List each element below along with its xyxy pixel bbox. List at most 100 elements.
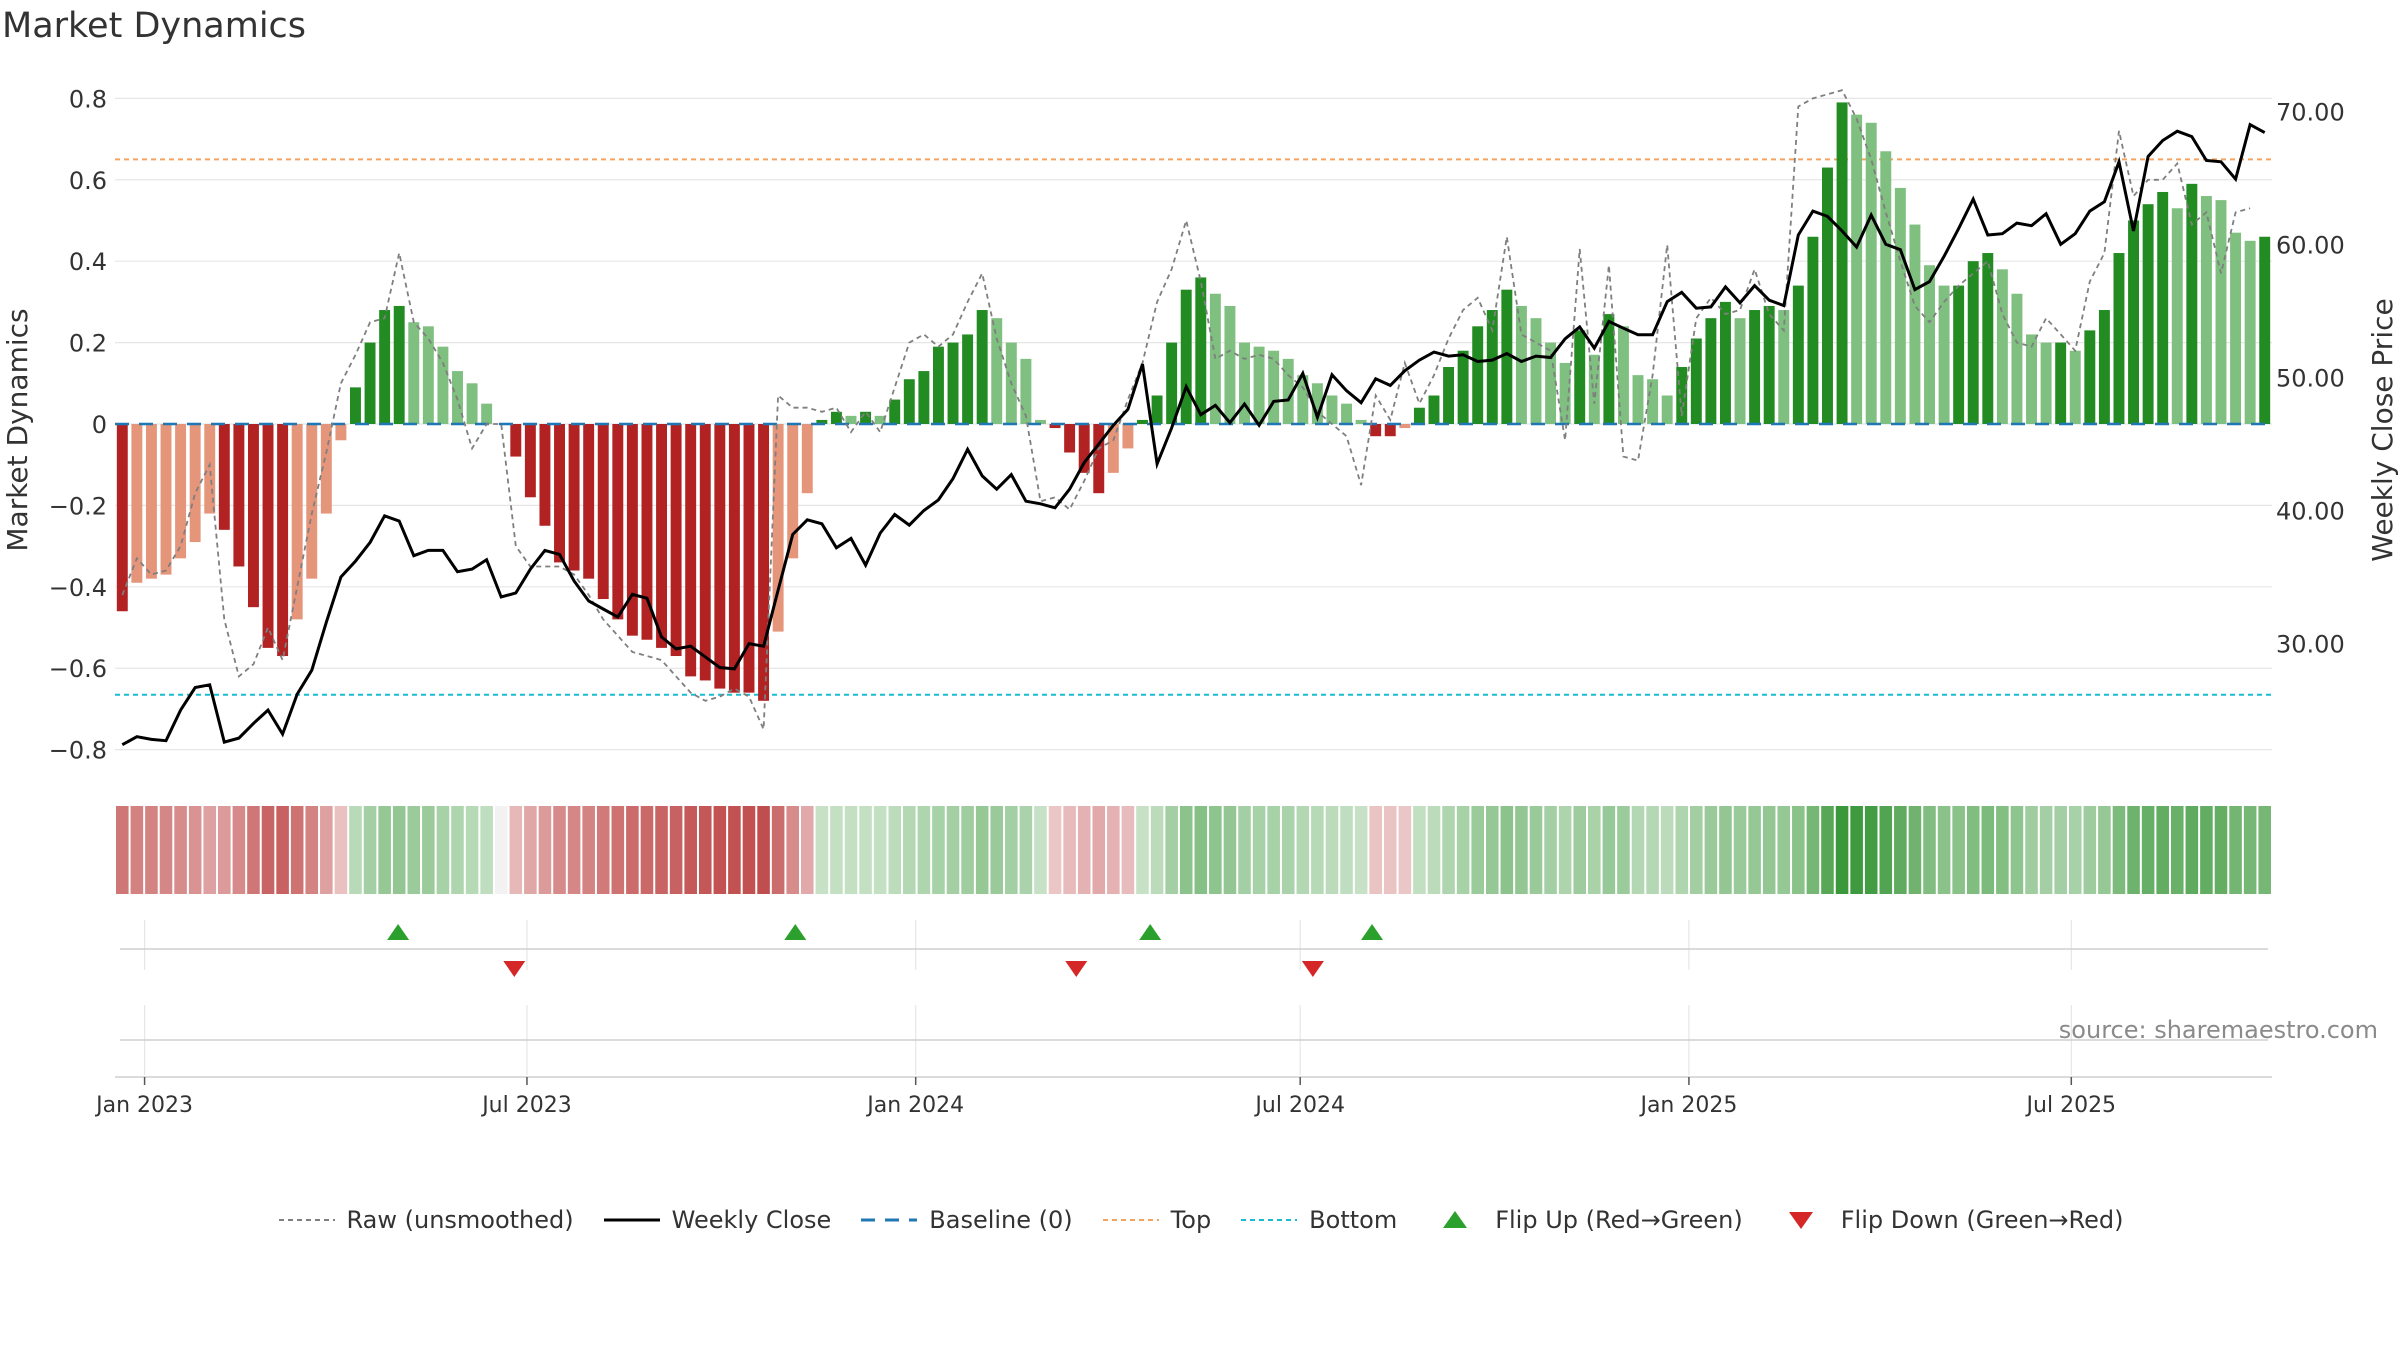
strip-cell bbox=[1617, 806, 1630, 894]
bar bbox=[1064, 424, 1076, 453]
strip-cell bbox=[480, 806, 493, 894]
strip-cell bbox=[174, 806, 187, 894]
strip-cell bbox=[698, 806, 712, 894]
bar bbox=[1676, 367, 1688, 424]
strip-cell bbox=[1165, 806, 1178, 894]
bar bbox=[1078, 424, 1090, 473]
strip-cell bbox=[1573, 806, 1587, 894]
bar bbox=[233, 424, 245, 567]
strip-cell bbox=[1325, 806, 1339, 894]
strip-cell bbox=[116, 806, 129, 894]
bar bbox=[1137, 419, 1148, 424]
strip-cell bbox=[2170, 806, 2184, 894]
legend-item: Baseline (0) bbox=[859, 1206, 1073, 1234]
strip-cell bbox=[1646, 806, 1659, 894]
bar bbox=[1617, 326, 1629, 424]
strip-cell bbox=[465, 806, 479, 894]
bar bbox=[1851, 114, 1863, 425]
bar bbox=[291, 424, 303, 620]
x-tick-label: Jan 2025 bbox=[1638, 1093, 1737, 1118]
strip-cell bbox=[1748, 806, 1761, 894]
smoothed-bars bbox=[115, 102, 2272, 701]
x-tick-label: Jul 2023 bbox=[480, 1093, 572, 1118]
strip-cell bbox=[2141, 806, 2155, 894]
bar bbox=[1719, 301, 1731, 424]
bar bbox=[379, 310, 391, 424]
bar bbox=[1384, 424, 1396, 437]
bar bbox=[1049, 424, 1061, 429]
legend-symbol bbox=[1443, 1211, 1468, 1228]
strip-cell bbox=[728, 806, 741, 894]
strip-cell bbox=[1121, 806, 1135, 894]
strip-cell bbox=[1850, 806, 1863, 894]
bar bbox=[2128, 220, 2140, 424]
bar bbox=[1253, 346, 1265, 424]
bar bbox=[889, 399, 901, 424]
bar bbox=[1982, 253, 1994, 424]
y-tick-label: 0.2 bbox=[69, 330, 107, 358]
bar bbox=[116, 424, 128, 612]
bar bbox=[320, 424, 332, 514]
bar bbox=[1996, 269, 2008, 424]
strip-cell bbox=[640, 806, 654, 894]
strip-cell bbox=[305, 806, 319, 894]
bar bbox=[1894, 187, 1906, 424]
flip-down-marker bbox=[503, 961, 526, 977]
bar bbox=[1574, 330, 1586, 424]
bar bbox=[1953, 285, 1965, 424]
strip-cell bbox=[1413, 806, 1426, 894]
bar bbox=[1807, 236, 1819, 424]
strip-cell bbox=[363, 806, 377, 894]
x-tick-label: Jan 2024 bbox=[865, 1093, 964, 1118]
strip-cell bbox=[509, 806, 523, 894]
strip-cell bbox=[436, 806, 450, 894]
bar bbox=[1297, 375, 1309, 424]
bar bbox=[364, 342, 376, 424]
bar bbox=[801, 424, 813, 494]
strip-cell bbox=[349, 806, 362, 894]
strip-cell bbox=[1544, 806, 1557, 894]
strip-cell bbox=[1937, 806, 1951, 894]
bar bbox=[131, 424, 143, 583]
bar bbox=[1530, 318, 1542, 424]
bar bbox=[1588, 354, 1600, 424]
bar bbox=[335, 424, 347, 441]
strip-cell bbox=[2083, 806, 2097, 894]
bar bbox=[1690, 338, 1702, 424]
level-lines bbox=[115, 158, 2272, 696]
bar bbox=[1268, 350, 1280, 424]
strip-cell bbox=[2258, 806, 2271, 894]
legend-item: Flip Up (Red→Green) bbox=[1425, 1206, 1743, 1234]
bar bbox=[1705, 318, 1717, 424]
strip-cell bbox=[218, 806, 231, 894]
strip-cell bbox=[1485, 806, 1499, 894]
bar bbox=[1661, 395, 1673, 424]
strip-cell bbox=[757, 806, 770, 894]
legend-symbol bbox=[1788, 1212, 1813, 1229]
strip-cell bbox=[2200, 806, 2213, 894]
strip-cell bbox=[1471, 806, 1484, 894]
bar bbox=[1209, 293, 1221, 424]
bar bbox=[1763, 305, 1775, 424]
strip-cell bbox=[1879, 806, 1893, 894]
bar bbox=[175, 424, 187, 559]
legend-item: Bottom bbox=[1239, 1206, 1397, 1234]
x-axis: Jan 2023 Jul 2023 Jan 2024 Jul 2024 Jan 2025… bbox=[94, 1077, 2116, 1118]
strip-cell bbox=[1005, 806, 1018, 894]
strip-cell bbox=[2112, 806, 2126, 894]
strip-cell bbox=[232, 806, 246, 894]
strip-cell bbox=[2127, 806, 2140, 894]
bar bbox=[932, 346, 944, 424]
strip-cell bbox=[2185, 806, 2199, 894]
bar bbox=[1326, 395, 1338, 424]
strip-cell bbox=[917, 806, 931, 894]
y-tick-label: −0.2 bbox=[49, 492, 107, 520]
bar bbox=[306, 424, 318, 579]
legend-symbol bbox=[861, 1218, 918, 1222]
strip-cell bbox=[946, 806, 960, 894]
strip-cell bbox=[1719, 806, 1732, 894]
strip-cell bbox=[247, 806, 260, 894]
strip-cell bbox=[742, 806, 756, 894]
bar bbox=[1749, 310, 1761, 424]
bar bbox=[2055, 342, 2067, 424]
